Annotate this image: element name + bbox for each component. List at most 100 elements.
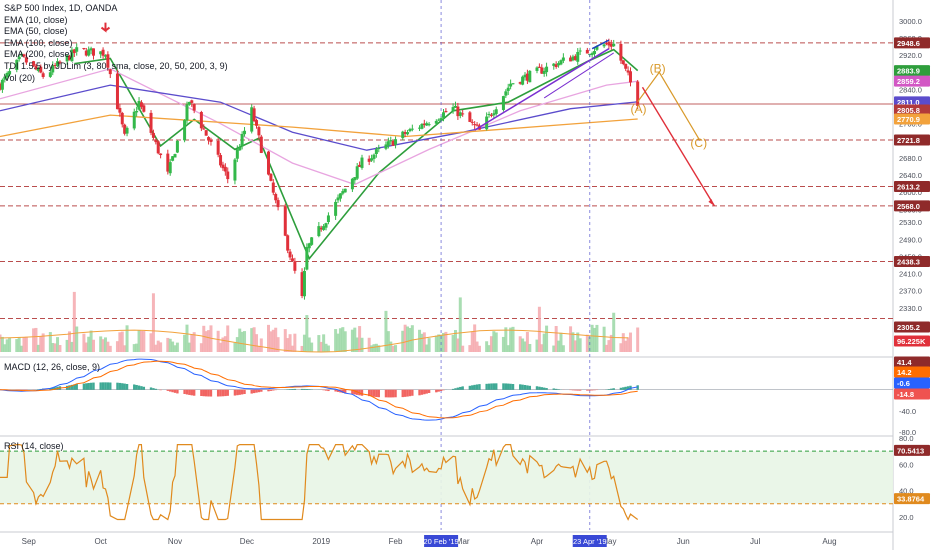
- volume-bar: [403, 324, 407, 352]
- candle-body: [619, 43, 623, 61]
- candle: [545, 62, 549, 77]
- candle-body: [442, 112, 445, 118]
- candle-body: [68, 55, 72, 61]
- volume-bar: [51, 343, 55, 352]
- candle-body: [542, 70, 546, 74]
- volume-bar: [91, 339, 95, 352]
- macd-histogram-bar: [87, 383, 90, 390]
- macd-legend[interactable]: MACD (12, 26, close, 9): [4, 362, 101, 372]
- legend-ema10[interactable]: EMA (10, close): [4, 14, 68, 25]
- volume-bar: [609, 334, 613, 352]
- price-tick-4: 2840.0: [899, 85, 922, 94]
- candle-body: [125, 127, 129, 134]
- price-axis[interactable]: 3000.02960.02920.02880.02840.02800.02760…: [894, 17, 930, 522]
- ema-line-3: [0, 114, 638, 138]
- top-red-arrow: [100, 22, 111, 33]
- candle-body: [427, 124, 431, 126]
- candle: [619, 40, 623, 64]
- candle: [576, 48, 580, 65]
- macd-histogram-bar: [523, 385, 527, 390]
- candle: [48, 69, 52, 78]
- candle: [24, 53, 28, 65]
- volume-bar: [427, 338, 431, 352]
- volume-bar: [374, 343, 378, 352]
- candle-body: [317, 226, 321, 237]
- time-tick-11: Aug: [822, 537, 836, 546]
- rsi-tick-1: 60.0: [899, 460, 914, 469]
- candle: [149, 110, 153, 136]
- candle: [151, 129, 155, 140]
- legend-vol[interactable]: Vol (20): [4, 72, 36, 83]
- candle-body: [187, 101, 191, 105]
- legend-tdi[interactable]: TDI 1.5.5 by JDLim (3, 80, sma, close, 2…: [4, 60, 228, 71]
- volume-bar: [394, 345, 398, 352]
- volume-bar: [370, 345, 374, 352]
- candle: [554, 61, 558, 69]
- macd-histogram-bar: [137, 385, 141, 390]
- candle-body: [238, 147, 242, 151]
- volume-bar: [420, 333, 424, 352]
- time-tick-10: Jul: [750, 537, 760, 546]
- candle: [204, 130, 208, 136]
- candle-body: [120, 112, 124, 125]
- candle-body: [216, 140, 220, 155]
- rsi-pane: [0, 444, 893, 521]
- candle: [65, 54, 69, 65]
- legend-ema50[interactable]: EMA (50, close): [4, 26, 68, 37]
- macd-histogram-bar: [116, 382, 119, 390]
- volume-bar: [576, 332, 580, 352]
- time-axis[interactable]: Sep Oct Nov Dec 2019 Feb Mar Apr May Jun Jul Aug 20 …: [22, 535, 837, 547]
- candle-body: [470, 121, 474, 123]
- candle: [91, 48, 95, 60]
- macd-histogram-bar: [459, 386, 462, 390]
- candle-body: [367, 158, 371, 162]
- annotations: (A) (B) (C): [100, 0, 715, 530]
- volume-bar: [293, 333, 297, 352]
- candle: [408, 127, 412, 133]
- macd-histogram-bar: [502, 383, 505, 390]
- macd-histogram-bar: [394, 389, 397, 398]
- candle: [401, 130, 405, 141]
- volume-tag-text: 96.225K: [897, 337, 926, 346]
- macd-tag-0-bg: [894, 356, 930, 368]
- candle: [540, 64, 544, 74]
- volume-bar: [226, 325, 230, 352]
- macd-histogram-bar: [224, 389, 227, 397]
- volume-bar: [444, 331, 448, 352]
- price-tag-1-text: 2883.9: [897, 67, 920, 76]
- price-tag-9-bg: [894, 255, 930, 267]
- candle: [370, 154, 374, 162]
- volume-bar: [434, 335, 438, 352]
- legend-ema100[interactable]: EMA (100, close): [4, 37, 73, 48]
- legend-ema200[interactable]: EMA (200, close): [4, 49, 73, 60]
- candle: [185, 101, 189, 124]
- candle-body: [235, 149, 239, 159]
- candle-body: [626, 70, 630, 73]
- volume-bar: [175, 342, 179, 352]
- candle: [504, 89, 508, 98]
- candle-body: [154, 139, 158, 143]
- macd-tag-0: 41.4: [894, 356, 930, 368]
- macd-histogram-bar: [554, 388, 558, 390]
- candle-body: [518, 82, 522, 84]
- candle: [283, 203, 287, 237]
- candle: [406, 129, 410, 136]
- macd-tag-1-text: 14.2: [897, 368, 912, 377]
- volume-bar: [24, 336, 28, 352]
- candle: [372, 153, 376, 163]
- price-tick-12: 2530.0: [899, 218, 922, 227]
- rsi-legend[interactable]: RSI (14, close): [4, 441, 64, 451]
- candle: [444, 108, 448, 113]
- macd-histogram-bar: [252, 389, 256, 394]
- macd-histogram-bar: [334, 389, 337, 392]
- macd-histogram-bar: [308, 389, 311, 390]
- trend-line-2: [543, 52, 614, 99]
- macd-histogram-bar: [305, 389, 309, 390]
- chart-title[interactable]: S&P 500 Index, 1D, OANDA: [4, 3, 118, 13]
- candle: [501, 95, 505, 112]
- macd-histogram-bar: [121, 383, 124, 390]
- candle: [87, 46, 91, 57]
- volume-bar: [523, 341, 527, 352]
- price-tick-16: 2370.0: [899, 287, 922, 296]
